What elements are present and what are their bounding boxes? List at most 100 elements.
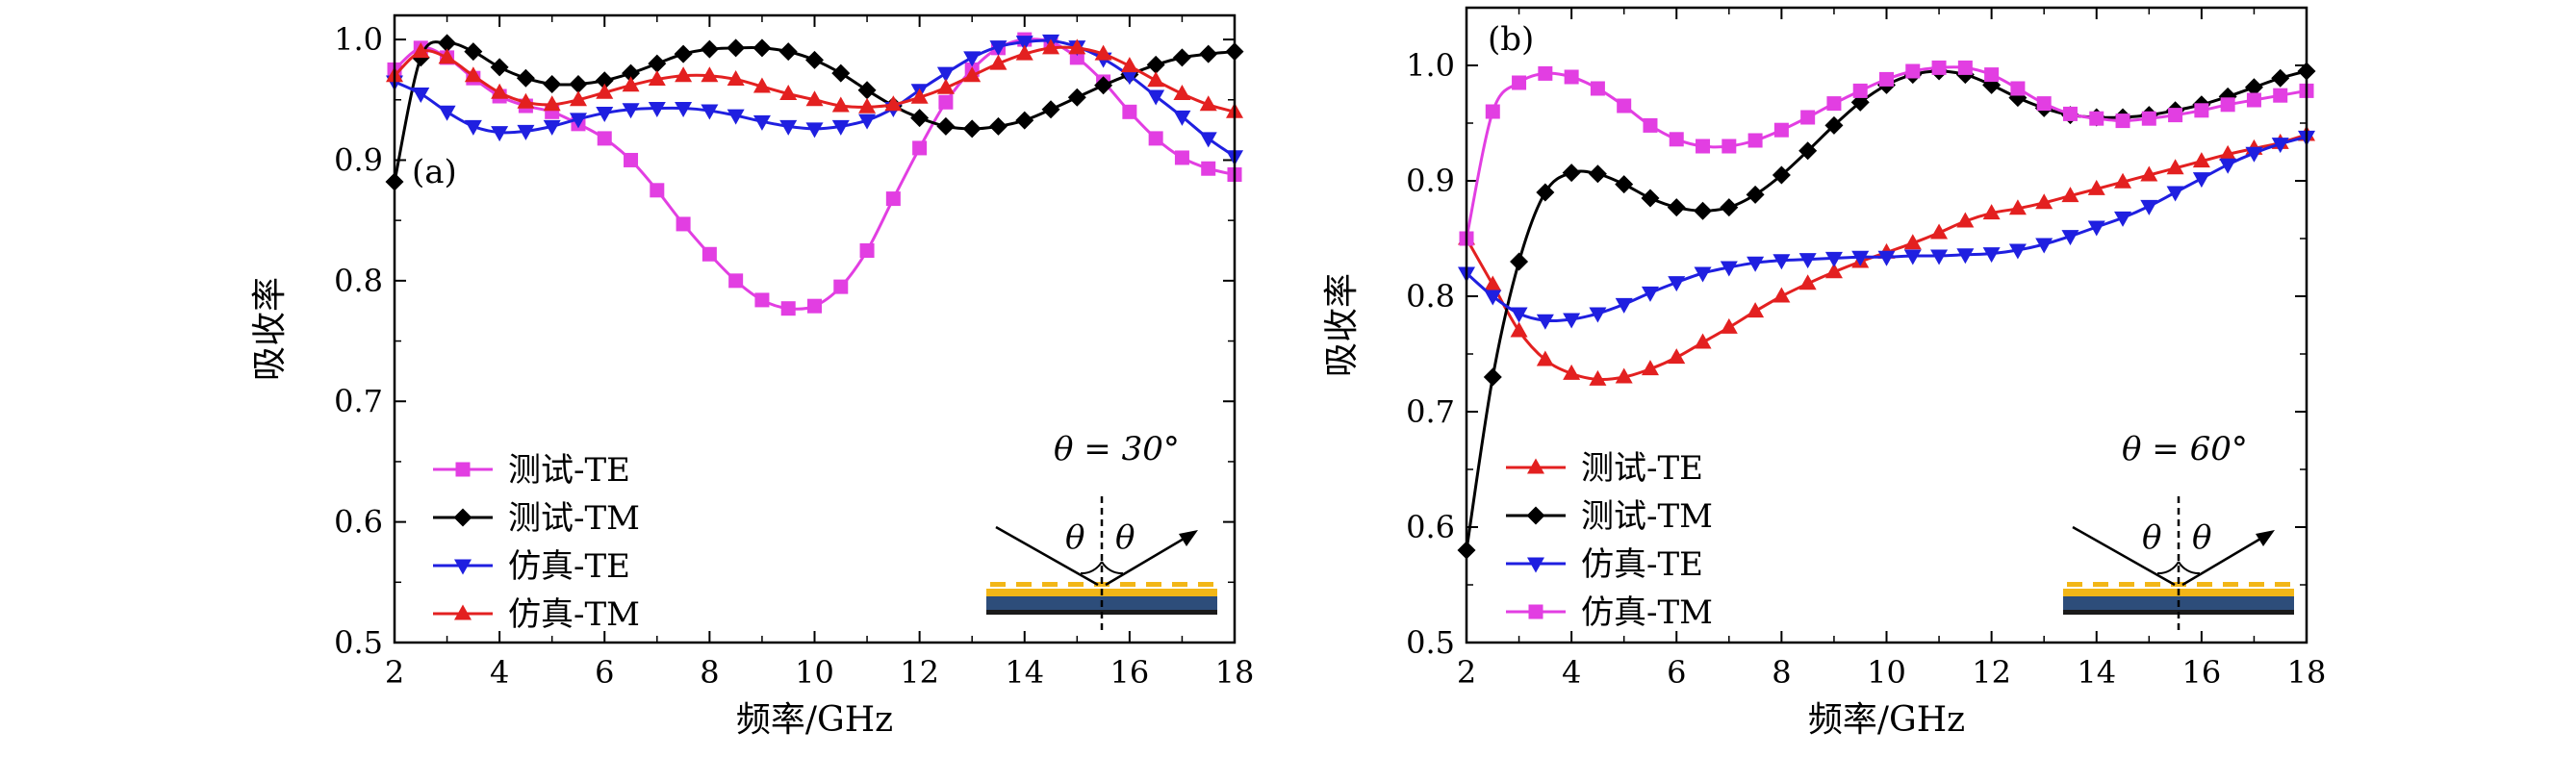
data-point (1696, 139, 1711, 154)
data-point (1199, 95, 1217, 112)
data-point (1641, 360, 1659, 376)
data-point (1851, 250, 1870, 266)
data-point (1641, 189, 1660, 208)
x-tick-label: 4 (490, 654, 509, 691)
data-point (2192, 152, 2210, 168)
data-point (779, 119, 798, 136)
data-point (1484, 275, 1502, 291)
data-point (1589, 307, 1607, 323)
data-point (857, 81, 877, 100)
data-point (752, 114, 771, 131)
data-point (2141, 111, 2156, 126)
data-point (595, 71, 614, 90)
data-point (1122, 104, 1137, 119)
data-point (805, 90, 824, 107)
data-point (464, 66, 482, 83)
data-point (517, 92, 535, 109)
data-point (2245, 146, 2263, 163)
data-point (1982, 247, 2001, 264)
data-point (1800, 110, 1816, 125)
data-point (727, 69, 745, 86)
data-point (858, 114, 877, 130)
data-point (780, 301, 796, 316)
legend: 测试-TE 测试-TM 仿真-TE 仿真-TM (1506, 449, 1713, 632)
data-point (858, 97, 877, 114)
data-point (1615, 367, 1633, 384)
data-point (1667, 198, 1686, 217)
data-point (936, 116, 956, 136)
diagram-unit-cell (2093, 582, 2108, 587)
data-point (517, 124, 535, 140)
data-point (1147, 71, 1165, 88)
data-point (676, 216, 691, 232)
diagram-unit-cell (2119, 582, 2134, 587)
data-point (1798, 274, 1817, 290)
diagram-unit-cell (1146, 582, 1161, 587)
data-point (1720, 261, 1738, 277)
data-point (2271, 68, 2290, 88)
data-point (1615, 175, 1634, 194)
legend-marker (1527, 557, 1544, 573)
data-point (1824, 251, 1843, 267)
data-point (1563, 364, 1581, 380)
data-point (2035, 238, 2053, 254)
series-3 (386, 34, 1243, 166)
data-point (674, 44, 693, 63)
chart-panel-a: 2 4 6 8 10 12 14 16 18 0.5 0.6 0.7 0.8 0.9 1.0 频率/GHz 吸收… (250, 13, 1254, 740)
data-point (912, 140, 928, 156)
data-point (728, 273, 744, 289)
data-point (963, 66, 982, 83)
data-point (569, 74, 588, 93)
data-point (1747, 256, 1765, 272)
x-tick-label: 4 (1562, 654, 1581, 691)
data-point (701, 246, 717, 262)
data-point (805, 50, 824, 69)
data-point (675, 66, 693, 83)
x-tick-label: 16 (2182, 654, 2222, 691)
x-tick-label: 18 (2287, 654, 2327, 691)
data-point (1747, 133, 1763, 148)
x-axis-label: 频率/GHz (736, 700, 893, 740)
data-point (438, 34, 457, 53)
data-point (752, 38, 772, 58)
data-point (936, 78, 955, 94)
data-point (1042, 38, 1060, 55)
data-point (1067, 88, 1086, 107)
diagram-incident-ray (2072, 525, 2176, 587)
legend-item: 测试-TM (433, 499, 640, 538)
data-point (2219, 144, 2237, 161)
chart-panel-b: 2 4 6 8 10 12 14 16 18 0.5 0.6 0.7 0.8 0.9 1.0 频率/GHz 吸收… (1322, 6, 2327, 740)
data-point (1536, 314, 1554, 330)
diagram-unit-cell (1016, 582, 1032, 587)
data-point (1773, 122, 1789, 138)
data-point (1930, 223, 1949, 240)
data-point (1615, 297, 1633, 314)
data-point (1879, 71, 1894, 87)
y-tick-label: 0.9 (334, 141, 383, 178)
data-point (1173, 85, 1191, 100)
legend-item: 仿真-TE (433, 547, 630, 586)
data-point (752, 77, 771, 93)
legend-label: 仿真-TE (508, 547, 630, 586)
data-point (2035, 193, 2053, 210)
diagram-theta-left: θ (1065, 518, 1084, 557)
data-point (1015, 36, 1033, 52)
data-point (2166, 186, 2184, 202)
data-point (2036, 96, 2052, 112)
legend-marker (453, 508, 472, 527)
data-point (1147, 89, 1165, 106)
data-point (1824, 263, 1843, 279)
data-point (2114, 172, 2132, 189)
data-point (700, 39, 719, 59)
data-point (859, 243, 875, 258)
data-point (464, 42, 483, 62)
data-point (491, 126, 509, 142)
data-point (2220, 97, 2235, 113)
data-point (1798, 141, 1818, 161)
data-point (1590, 81, 1605, 96)
data-point (2061, 187, 2079, 203)
y-tick-label: 0.8 (334, 263, 383, 299)
x-tick-label: 10 (1867, 654, 1906, 691)
diagram-angle-arc-left (1080, 561, 1103, 575)
